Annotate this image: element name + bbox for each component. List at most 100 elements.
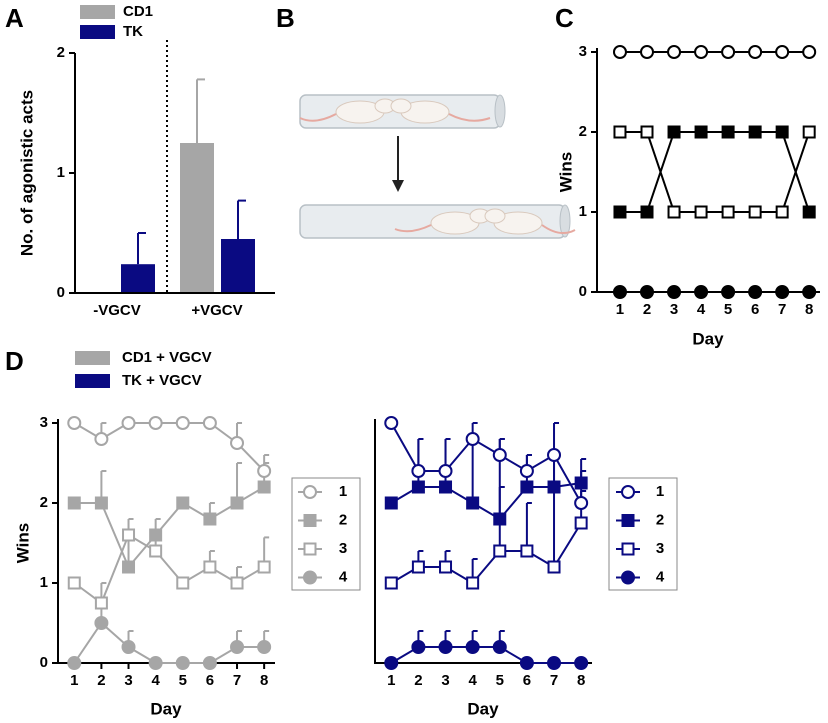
marker bbox=[175, 656, 190, 670]
marker bbox=[439, 560, 453, 574]
marker bbox=[667, 285, 682, 299]
marker bbox=[547, 448, 562, 462]
marker bbox=[230, 576, 244, 590]
legend-label: CD1 bbox=[123, 3, 153, 20]
y-axis-label: No. of agonistic acts bbox=[17, 90, 36, 256]
x-tick-label: 3 bbox=[441, 672, 449, 689]
legend-label: 3 bbox=[656, 540, 664, 557]
marker bbox=[612, 45, 627, 59]
axis bbox=[596, 48, 820, 293]
marker bbox=[694, 125, 708, 139]
y-tick-label: 3 bbox=[579, 43, 587, 60]
x-tick-label: 4 bbox=[697, 301, 706, 318]
marker bbox=[775, 45, 790, 59]
marker bbox=[203, 512, 217, 526]
x-tick-label: 3 bbox=[670, 301, 678, 318]
x-tick-label: 4 bbox=[151, 672, 160, 689]
marker bbox=[411, 640, 426, 654]
marker bbox=[667, 45, 682, 59]
marker bbox=[621, 514, 635, 527]
marker bbox=[411, 560, 425, 574]
legend-swatch bbox=[80, 5, 115, 19]
marker bbox=[411, 480, 425, 494]
y-tick-label: 0 bbox=[57, 284, 65, 301]
series-line bbox=[619, 131, 811, 213]
marker bbox=[384, 656, 399, 670]
x-tick-label: -VGCV bbox=[93, 302, 141, 319]
y-tick-label: 0 bbox=[40, 654, 48, 671]
marker bbox=[203, 560, 217, 574]
x-tick-label: 7 bbox=[233, 672, 241, 689]
marker bbox=[640, 285, 655, 299]
x-tick-label: 6 bbox=[206, 672, 214, 689]
legend-swatch bbox=[75, 374, 110, 388]
x-tick-label: 8 bbox=[805, 301, 813, 318]
marker bbox=[149, 544, 163, 558]
legend-label: 1 bbox=[656, 483, 664, 500]
marker bbox=[492, 448, 507, 462]
marker bbox=[547, 480, 561, 494]
y-tick-label: 1 bbox=[579, 203, 587, 220]
marker bbox=[721, 205, 735, 219]
legend-label: 4 bbox=[339, 568, 348, 585]
legend-label: TK bbox=[123, 23, 143, 40]
marker bbox=[520, 544, 534, 558]
panel-label: D bbox=[5, 346, 24, 376]
x-tick-label: 3 bbox=[124, 672, 132, 689]
x-axis-label: Day bbox=[467, 699, 499, 718]
legend-label: 2 bbox=[656, 511, 664, 528]
marker bbox=[721, 45, 736, 59]
marker bbox=[802, 45, 817, 59]
marker bbox=[802, 285, 817, 299]
x-tick-label: 5 bbox=[179, 672, 187, 689]
marker bbox=[202, 416, 217, 430]
marker bbox=[520, 480, 534, 494]
marker bbox=[667, 125, 681, 139]
marker bbox=[519, 464, 534, 478]
marker bbox=[574, 496, 589, 510]
marker bbox=[384, 576, 398, 590]
x-axis-label: Day bbox=[692, 329, 724, 348]
bar bbox=[221, 239, 255, 293]
y-tick-label: 1 bbox=[40, 574, 48, 591]
marker bbox=[493, 512, 507, 526]
marker bbox=[121, 416, 136, 430]
y-axis-label: Wins bbox=[13, 523, 32, 563]
marker bbox=[667, 205, 681, 219]
marker bbox=[465, 640, 480, 654]
marker bbox=[621, 570, 635, 585]
x-tick-label: 5 bbox=[724, 301, 732, 318]
x-tick-label: 5 bbox=[496, 672, 504, 689]
marker bbox=[149, 528, 163, 542]
marker bbox=[384, 496, 398, 510]
marker bbox=[466, 576, 480, 590]
marker bbox=[613, 125, 627, 139]
marker bbox=[411, 464, 426, 478]
marker bbox=[176, 576, 190, 590]
x-axis-label: Day bbox=[150, 699, 182, 718]
axis bbox=[374, 419, 592, 664]
x-tick-label: 2 bbox=[97, 672, 105, 689]
legend-label: TK + VGCV bbox=[122, 372, 202, 389]
marker bbox=[547, 560, 561, 574]
legend-label: CD1 + VGCV bbox=[122, 349, 212, 366]
marker bbox=[303, 542, 317, 556]
marker bbox=[94, 432, 109, 446]
x-tick-label: 7 bbox=[778, 301, 786, 318]
axis bbox=[57, 419, 275, 664]
legend-box bbox=[608, 477, 678, 591]
marker bbox=[148, 656, 163, 670]
marker bbox=[230, 640, 245, 654]
x-tick-label: 8 bbox=[577, 672, 585, 689]
y-tick-label: 2 bbox=[40, 494, 48, 511]
marker bbox=[640, 45, 655, 59]
marker bbox=[748, 125, 762, 139]
marker bbox=[574, 656, 589, 670]
marker bbox=[465, 432, 480, 446]
marker bbox=[67, 416, 82, 430]
x-tick-label: 6 bbox=[523, 672, 531, 689]
marker bbox=[67, 576, 81, 590]
marker bbox=[694, 45, 709, 59]
x-tick-label: 7 bbox=[550, 672, 558, 689]
panel-label: B bbox=[276, 3, 295, 33]
